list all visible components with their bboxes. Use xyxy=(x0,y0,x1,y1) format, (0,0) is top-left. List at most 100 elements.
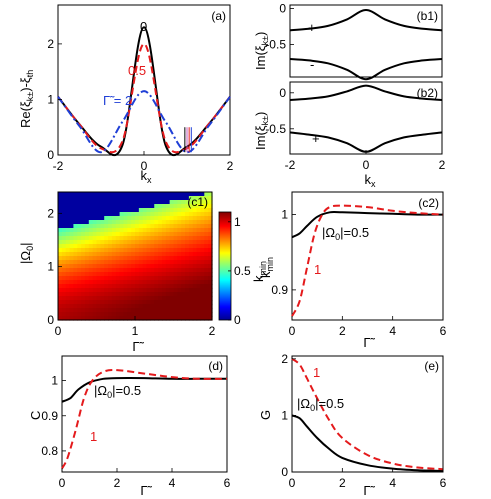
heatmap-cell xyxy=(127,236,132,241)
heatmap-cell xyxy=(127,288,132,293)
heatmap-cell xyxy=(61,284,67,289)
y-tick-label: 0.8 xyxy=(41,444,58,458)
heatmap-cell xyxy=(84,204,90,209)
heatmap-cell xyxy=(61,232,67,237)
heatmap-cell xyxy=(73,268,78,273)
heatmap-cell xyxy=(204,288,209,293)
heatmap-cell xyxy=(192,300,198,305)
heatmap-cell xyxy=(208,268,213,273)
heatmap-cell xyxy=(161,200,167,205)
heatmap-cell xyxy=(135,284,140,289)
heatmap-cell xyxy=(131,264,136,269)
heatmap-cell xyxy=(96,248,101,253)
heatmap-cell xyxy=(111,292,117,297)
heatmap-cell xyxy=(61,288,67,293)
heatmap-cell xyxy=(173,248,178,253)
heatmap-cell xyxy=(61,292,67,297)
heatmap-cell xyxy=(138,200,144,205)
heatmap-cell xyxy=(158,216,163,221)
heatmap-cell xyxy=(111,228,117,233)
heatmap-cell xyxy=(188,232,194,237)
series-line xyxy=(291,357,444,471)
heatmap-cell xyxy=(127,308,132,313)
heatmap-cell xyxy=(188,248,194,253)
heatmap-cell xyxy=(100,292,105,297)
heatmap-cell xyxy=(69,204,74,209)
heatmap-cell xyxy=(100,284,105,289)
heatmap-cell xyxy=(115,276,121,281)
heatmap-cell xyxy=(92,300,98,305)
heatmap-cell xyxy=(73,216,78,221)
heatmap-cell xyxy=(104,200,109,205)
heatmap-cell xyxy=(177,236,182,241)
heatmap-cell xyxy=(177,260,182,265)
x-tick-label: 0 xyxy=(289,476,296,490)
heatmap-cell xyxy=(96,276,101,281)
heatmap-cell xyxy=(69,256,74,261)
heatmap-cell xyxy=(81,308,86,313)
heatmap-cell xyxy=(165,208,171,213)
heatmap-cell xyxy=(138,268,144,273)
heatmap-cell xyxy=(81,304,86,309)
heatmap-cell xyxy=(138,232,144,237)
heatmap-cell xyxy=(88,288,94,293)
heatmap-cell xyxy=(135,300,140,305)
heatmap-cell xyxy=(204,272,209,277)
heatmap-cell xyxy=(200,220,205,225)
heatmap-cell xyxy=(135,220,140,225)
heatmap-cell xyxy=(158,192,163,197)
heatmap-cell xyxy=(88,220,94,225)
heatmap-cell xyxy=(192,204,198,209)
heatmap-cell xyxy=(135,252,140,257)
heatmap-cell xyxy=(158,316,163,321)
heatmap-cell xyxy=(169,308,175,313)
heatmap-cell xyxy=(84,260,90,265)
heatmap-cell xyxy=(77,196,82,201)
heatmap-cell xyxy=(154,196,159,201)
heatmap-cell xyxy=(181,192,186,197)
heatmap-cell xyxy=(154,200,159,205)
heatmap-cell xyxy=(104,228,109,233)
heatmap-cell xyxy=(158,300,163,305)
heatmap-cell xyxy=(108,292,113,297)
annotation-label: 1 xyxy=(313,365,320,380)
heatmap-cell xyxy=(204,304,209,309)
heatmap-cell xyxy=(111,304,117,309)
heatmap-cell xyxy=(200,248,205,253)
heatmap-cell xyxy=(185,304,190,309)
heatmap-cell xyxy=(158,284,163,289)
heatmap-cell xyxy=(169,224,175,229)
heatmap-cell xyxy=(92,280,98,285)
heatmap-cell xyxy=(73,232,78,237)
heatmap-cell xyxy=(208,288,213,293)
heatmap-cell xyxy=(177,208,182,213)
heatmap-cell xyxy=(142,232,148,237)
heatmap-cell xyxy=(208,284,213,289)
heatmap-cell xyxy=(192,304,198,309)
heatmap-cell xyxy=(204,316,209,321)
heatmap-cell xyxy=(135,264,140,269)
heatmap-cell xyxy=(181,268,186,273)
heatmap-cell xyxy=(192,252,198,257)
x-axis-label: Γ̃ xyxy=(363,483,375,498)
heatmap-cell xyxy=(123,272,128,277)
heatmap-cell xyxy=(119,256,125,261)
heatmap-cell xyxy=(158,264,163,269)
y-tick-label: -0.5 xyxy=(265,122,286,136)
heatmap-cell xyxy=(88,276,94,281)
heatmap-cell xyxy=(181,284,186,289)
heatmap-cell xyxy=(88,280,94,285)
heatmap-cell xyxy=(58,200,63,205)
heatmap-cell xyxy=(173,316,178,321)
heatmap-cell xyxy=(173,196,178,201)
heatmap-cell xyxy=(150,280,155,285)
heatmap-cell xyxy=(169,260,175,265)
y-tick-label: 1 xyxy=(281,208,288,222)
heatmap-cell xyxy=(165,288,171,293)
heatmap-cell xyxy=(84,220,90,225)
heatmap-cell xyxy=(154,192,159,197)
heatmap-cell xyxy=(111,204,117,209)
heatmap-cell xyxy=(158,224,163,229)
heatmap-cell xyxy=(115,264,121,269)
heatmap-cell xyxy=(204,308,209,313)
